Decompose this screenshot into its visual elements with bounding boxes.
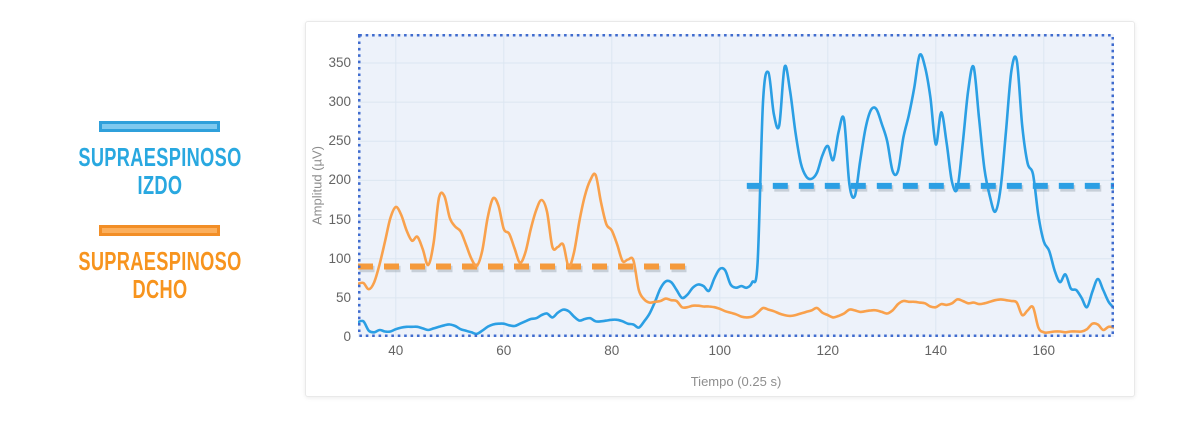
y-tick-label: 200: [328, 172, 351, 188]
y-tick-label: 250: [328, 133, 351, 149]
legend-label-dcho: SUPRAESPINOSO DCHO: [69, 247, 251, 303]
plot-area: [358, 34, 1114, 337]
x-tick-label: 160: [1032, 343, 1056, 358]
y-tick-label: 150: [328, 211, 351, 227]
legend-swatch-dcho: [99, 225, 220, 236]
chart-legend: SUPRAESPINOSO IZDO SUPRAESPINOSO DCHO: [0, 0, 302, 422]
legend-label-izdo: SUPRAESPINOSO IZDO: [69, 143, 251, 199]
legend-label-izdo-line2: IZDO: [137, 170, 183, 200]
y-tick-label: 50: [335, 289, 351, 305]
plot-svg: [358, 34, 1114, 337]
y-tick-label: 100: [328, 250, 351, 266]
legend-label-izdo-line1: SUPRAESPINOSO: [78, 142, 242, 172]
x-tick-label: 80: [604, 343, 620, 358]
x-tick-label: 40: [388, 343, 404, 358]
y-tick-label: 0: [343, 329, 351, 344]
legend-label-dcho-line2: DCHO: [132, 274, 188, 304]
y-tick-label: 350: [328, 54, 351, 70]
x-tick-label: 120: [816, 343, 840, 358]
chart-card: Amplitud (µV) 0 50 100 150 200 250 300 350 40 60…: [305, 21, 1135, 397]
x-tick-label: 60: [496, 343, 512, 358]
x-tick-label: 100: [708, 343, 732, 358]
legend-label-dcho-line1: SUPRAESPINOSO: [78, 246, 242, 276]
y-tick-label: 300: [328, 94, 351, 110]
x-tick-label: 140: [924, 343, 948, 358]
legend-swatch-izdo: [99, 121, 220, 132]
x-axis-title: Tiempo (0.25 s): [690, 374, 782, 389]
